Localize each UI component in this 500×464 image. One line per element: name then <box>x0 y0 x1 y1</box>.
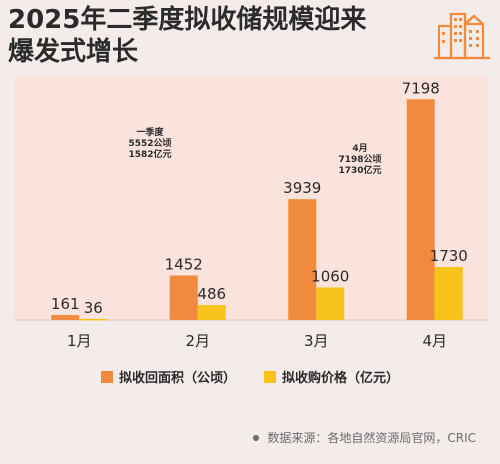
data-label-price-2: 486 <box>197 285 226 303</box>
legend-swatch-area <box>100 370 113 383</box>
bar-chart: 161 36 1月 1452 486 2月 3939 1060 3月 7198 1730 4月 <box>14 76 488 350</box>
chart-title: 2025年二季度拟收储规模迎来 爆发式增长 <box>8 4 408 68</box>
annotation-april: 4月 7198公顷 1730亿元 <box>338 144 382 176</box>
data-label-area-4: 7198 <box>402 79 440 97</box>
annotation-q1: 一季度 5552公顷 1582亿元 <box>128 128 172 160</box>
bar-price-3 <box>316 287 345 320</box>
chart-legend: 拟收回面积（公顷） 拟收购价格（亿元） <box>0 367 500 386</box>
data-label-price-3: 1060 <box>311 267 349 285</box>
x-tick-label-3: 3月 <box>304 332 329 350</box>
x-tick-label-2: 2月 <box>185 332 210 350</box>
legend-item-area: 拟收回面积（公顷） <box>100 367 236 386</box>
bar-price-2 <box>197 305 226 320</box>
data-label-area-2: 1452 <box>165 255 203 273</box>
dot-icon <box>253 434 260 441</box>
title-line-1: 2025年二季度拟收储规模迎来 <box>8 5 367 35</box>
buildings-icon <box>434 12 490 60</box>
bar-area-1 <box>51 315 80 320</box>
data-source: 数据来源：各地自然资源局官网，CRIC <box>253 429 476 446</box>
bar-area-4 <box>406 99 435 320</box>
data-label-price-1: 36 <box>84 299 103 317</box>
data-label-area-3: 3939 <box>283 179 321 197</box>
legend-label-area: 拟收回面积（公顷） <box>118 371 236 386</box>
bar-price-1 <box>79 318 108 321</box>
bar-area-2 <box>169 275 198 320</box>
legend-swatch-price <box>264 370 276 383</box>
bar-price-4 <box>434 266 463 320</box>
legend-item-price: 拟收购价格（亿元） <box>264 367 399 386</box>
bar-area-3 <box>288 199 317 320</box>
source-text: 数据来源：各地自然资源局官网，CRIC <box>267 431 476 445</box>
x-tick-label-1: 1月 <box>67 332 92 350</box>
title-line-2: 爆发式增长 <box>8 37 139 67</box>
data-label-price-4: 1730 <box>430 247 468 265</box>
x-tick-label-4: 4月 <box>422 332 447 350</box>
data-label-area-1: 161 <box>51 295 80 313</box>
legend-label-price: 拟收购价格（亿元） <box>282 371 400 386</box>
